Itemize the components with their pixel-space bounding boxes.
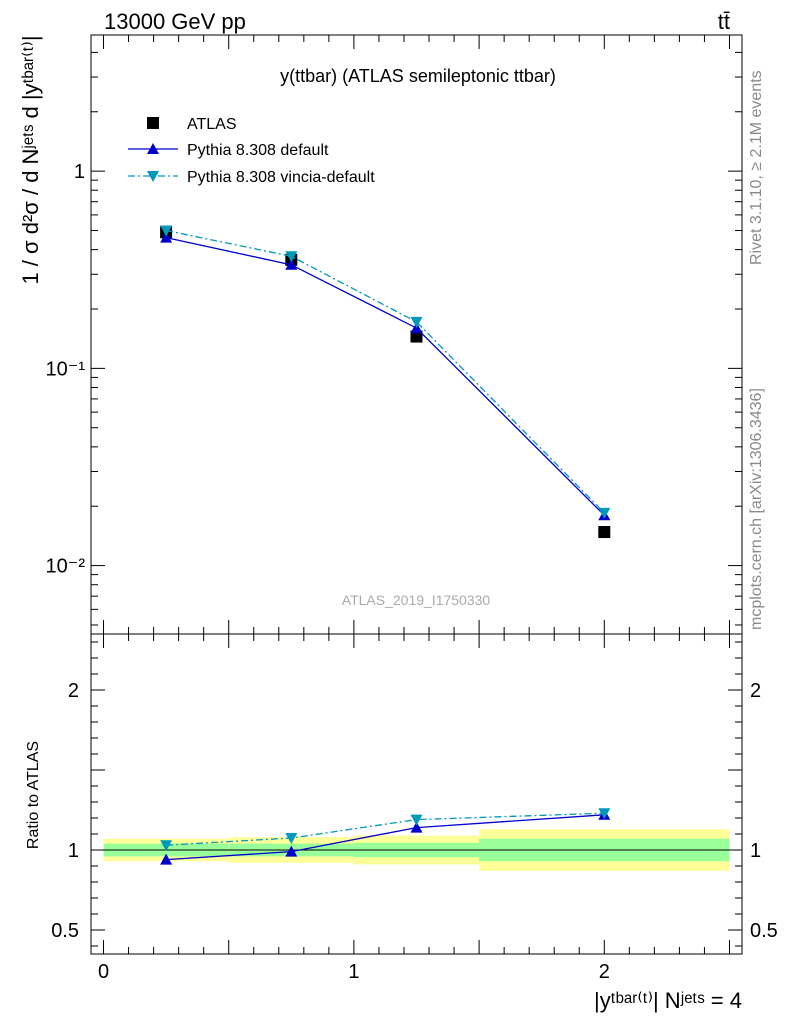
ratio-y-tick-label-right: 1	[750, 840, 761, 862]
ratio-tick-labels: 0.5 0.5 1 1 2 2 0 1 2	[51, 680, 778, 983]
main-y-tick-label: 10⁻¹	[46, 358, 86, 380]
main-mc-point-default	[160, 231, 173, 243]
main-mc-point-vincia	[285, 251, 298, 263]
ratio-plot-frame	[90, 633, 743, 955]
main-mc-point-default	[285, 258, 298, 270]
ratio-y-tick-label-left: 1	[68, 840, 79, 862]
legend-label-pythia-default: Pythia 8.308 default	[187, 142, 329, 159]
legend-marker-pythia-vincia	[147, 171, 159, 182]
ratio-y-axis-label: Ratio to ATLAS	[25, 741, 42, 849]
chart-title: y(ttbar) (ATLAS semileptonic ttbar)	[280, 66, 556, 86]
main-mc-point-vincia	[598, 507, 611, 519]
legend-label-pythia-vincia: Pythia 8.308 vincia-default	[187, 169, 375, 186]
ratio-point-vincia	[598, 808, 611, 820]
analysis-watermark: ATLAS_2019_I1750330	[342, 592, 491, 608]
ratio-y-tick-label-right: 0.5	[750, 920, 778, 942]
main-data-point	[410, 330, 423, 343]
ratio-point-vincia	[285, 833, 298, 844]
ratio-y-tick-label-left: 0.5	[51, 920, 79, 942]
process-label: tt̄	[718, 9, 730, 34]
legend-label-atlas: ATLAS	[187, 116, 237, 133]
x-tick-label: 2	[599, 961, 610, 983]
ratio-series-line-1	[166, 812, 605, 846]
main-series-line-2	[165, 229, 605, 514]
legend-marker-pythia-default	[147, 143, 159, 154]
x-tick-label: 1	[348, 961, 359, 983]
rivet-version-label: Rivet 3.1.10, ≥ 2.1M events	[748, 70, 765, 265]
main-tick-labels: 1 10⁻¹ 10⁻²	[46, 161, 86, 577]
main-y-tick-label: 10⁻²	[46, 556, 86, 578]
ratio-series-line-0	[166, 814, 605, 861]
source-label: mcplots.cern.ch [arXiv:1306.3436]	[748, 388, 765, 630]
energy-label: 13000 GeV pp	[104, 9, 246, 34]
ratio-axis-ticks	[91, 634, 742, 954]
main-data-point	[598, 526, 611, 539]
main-y-axis-label: 1 / σ d²σ / d Nʲᵉᵗˢ d |yᵗᵇᵃʳ⁽ᵗ⁾|	[18, 35, 43, 284]
main-mc-point-vincia	[410, 316, 423, 328]
main-series-layer	[160, 225, 611, 539]
main-axis-ticks	[91, 35, 742, 634]
ratio-y-tick-label-right: 2	[750, 680, 761, 702]
ratio-point-vincia	[160, 840, 173, 852]
main-mc-point-vincia	[160, 225, 173, 237]
legend-marker-atlas	[147, 117, 159, 129]
ratio-point-vincia	[410, 814, 423, 826]
ratio-point-default	[410, 821, 423, 833]
ratio-point-default	[160, 853, 173, 865]
ratio-point-default	[285, 845, 298, 857]
ratio-plot-panel: 0.5 0.5 1 1 2 2 0 1 2 Ratio to ATLAS |yᵗᵇᵃʳ⁽ᵗ⁾| …	[25, 633, 778, 1013]
main-plot-panel: 1 10⁻¹ 10⁻² y(ttbar) (ATLAS semileptonic t…	[18, 34, 743, 635]
x-tick-label: 0	[98, 961, 109, 983]
main-series-line-1	[165, 237, 605, 516]
x-axis-label: |yᵗᵇᵃʳ⁽ᵗ⁾| Nʲᵉᵗˢ = 4	[594, 988, 742, 1013]
main-y-tick-label: 1	[74, 161, 85, 183]
ratio-y-tick-label-left: 2	[68, 680, 79, 702]
ratio-series-layer	[160, 808, 611, 865]
legend: ATLAS Pythia 8.308 default Pythia 8.308 …	[128, 116, 375, 186]
